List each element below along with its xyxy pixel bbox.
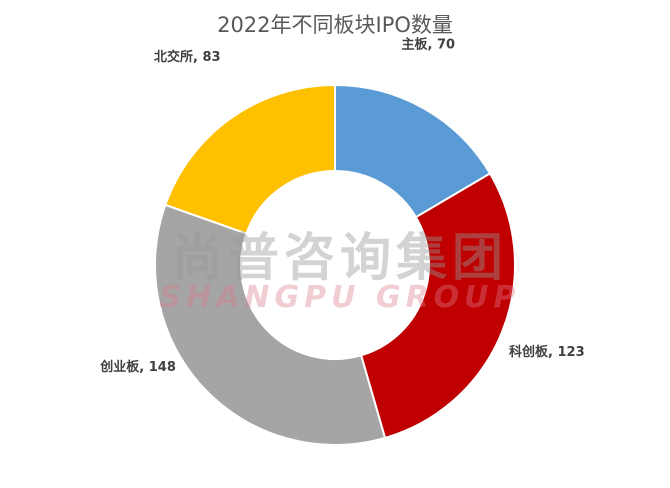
data-label-3: 北交所, 83 (154, 49, 221, 65)
watermark-en: SHANGPU GROUP (159, 280, 521, 315)
data-label-0: 主板, 70 (402, 37, 456, 53)
data-label-2: 创业板, 148 (99, 359, 176, 375)
chart-title: 2022年不同板块IPO数量 (217, 13, 453, 37)
watermark-cn: 尚普咨询集团 (171, 229, 508, 288)
slice-2 (154, 203, 387, 446)
slice-3 (164, 83, 336, 235)
data-label-1: 科创板, 123 (509, 344, 585, 360)
slice-1 (359, 172, 516, 440)
